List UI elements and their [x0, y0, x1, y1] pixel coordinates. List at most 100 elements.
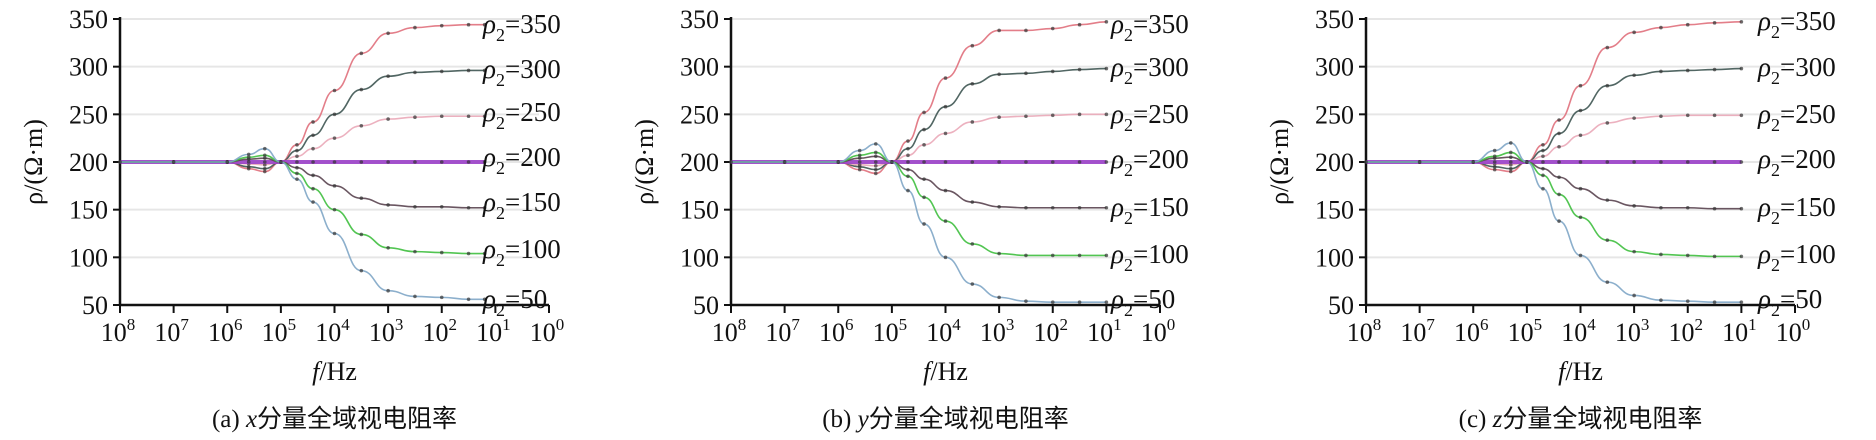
data-point: [1605, 280, 1610, 284]
data-point: [1659, 114, 1663, 119]
x-tick-label: 103: [980, 315, 1015, 347]
caption-prefix: (a): [212, 406, 246, 433]
data-point: [1024, 253, 1028, 258]
data-point: [1104, 205, 1109, 210]
data-point: [1557, 219, 1561, 223]
data-point: [1659, 298, 1663, 303]
data-point: [1578, 83, 1583, 88]
data-point: [482, 114, 487, 119]
series-label-value: =200: [1133, 144, 1189, 174]
x-tick-exponent: 3: [395, 315, 404, 334]
x-tick-base: 10: [980, 318, 1006, 347]
series-line-6: [731, 143, 1107, 303]
series-line-0: [731, 21, 1107, 175]
x-tick-base: 10: [315, 318, 341, 347]
x-axis-label-unit: /Hz: [1565, 357, 1603, 386]
data-point: [1605, 121, 1610, 125]
data-point: [997, 160, 1001, 164]
data-point: [1050, 205, 1055, 210]
y-tick-label: 100: [680, 243, 719, 272]
data-point: [943, 76, 948, 80]
data-point: [413, 205, 417, 209]
data-point: [970, 160, 975, 164]
y-axis-label: ρ/(Ω·m): [1265, 119, 1294, 205]
data-point: [1104, 20, 1109, 24]
data-point: [1739, 20, 1744, 24]
data-point: [943, 104, 948, 109]
data-point: [439, 250, 444, 255]
x-tick-label: 103: [369, 315, 404, 347]
x-tick-label: 102: [1034, 315, 1069, 347]
x-tick-label: 107: [765, 315, 800, 347]
x-tick-base: 10: [208, 318, 234, 347]
series-label-symbol: ρ: [1757, 52, 1771, 82]
x-tick-base: 10: [101, 318, 127, 347]
data-point: [386, 74, 390, 78]
data-point: [1508, 150, 1513, 155]
x-tick-label: 105: [1508, 315, 1543, 347]
x-tick-label: 105: [262, 315, 297, 347]
data-point: [857, 148, 862, 153]
x-tick-base: 10: [1347, 318, 1373, 347]
y-tick-label: 150: [680, 196, 719, 225]
data-point: [1508, 155, 1513, 160]
data-point: [1104, 112, 1109, 117]
data-point: [906, 139, 910, 143]
series-label-value: =100: [505, 234, 561, 264]
data-point: [439, 295, 444, 300]
series-label-symbol: ρ: [482, 234, 496, 264]
x-tick-label: 106: [819, 315, 854, 347]
x-tick-label: 107: [154, 315, 189, 347]
data-point: [311, 146, 315, 151]
data-point: [262, 166, 267, 171]
series-label: ρ2=200: [1110, 144, 1189, 180]
series-line-5: [1366, 151, 1742, 258]
series-label: ρ2=150: [1757, 192, 1836, 228]
y-axis-label: ρ/(Ω·m): [19, 119, 48, 205]
data-point: [1492, 164, 1497, 169]
x-tick-label: 104: [1561, 315, 1596, 347]
data-point: [906, 160, 910, 164]
series-label-symbol: ρ: [482, 284, 496, 314]
x-tick-exponent: 0: [1802, 315, 1811, 334]
data-point: [873, 160, 878, 164]
x-tick-label: 102: [1669, 315, 1704, 347]
x-tick-base: 10: [1400, 318, 1426, 347]
data-point: [1077, 253, 1082, 258]
x-tick-base: 10: [1669, 318, 1695, 347]
data-point: [1739, 113, 1744, 118]
series-label-subscript: 2: [496, 70, 505, 90]
series-line-6: [1366, 142, 1742, 303]
x-tick-base: 10: [1454, 318, 1480, 347]
x-tick-exponent: 0: [556, 315, 565, 334]
x-tick-base: 10: [154, 318, 180, 347]
data-point: [1557, 131, 1561, 136]
data-point: [1605, 45, 1610, 50]
data-point: [1050, 160, 1055, 164]
data-point: [873, 167, 878, 172]
data-point: [311, 133, 315, 138]
data-point: [997, 251, 1001, 256]
data-point: [1739, 160, 1744, 164]
data-point: [1050, 69, 1055, 74]
series-label-subscript: 2: [1124, 68, 1133, 88]
series-label-symbol: ρ: [1757, 6, 1771, 36]
data-point: [246, 164, 251, 169]
series-label: ρ2=200: [1757, 144, 1836, 180]
data-point: [359, 51, 364, 56]
series-label-symbol: ρ: [1757, 284, 1771, 314]
data-point: [1739, 300, 1744, 304]
data-point: [439, 114, 444, 119]
data-point: [439, 205, 444, 209]
data-point: [482, 251, 487, 256]
data-point: [311, 186, 315, 191]
x-axis-label-var: f: [923, 357, 934, 386]
data-point: [439, 23, 444, 28]
data-point: [295, 165, 299, 170]
x-tick-base: 10: [476, 318, 502, 347]
data-point: [466, 160, 471, 164]
data-point: [1712, 21, 1717, 25]
y-tick-label: 300: [69, 53, 108, 82]
x-tick-exponent: 4: [341, 315, 350, 334]
data-point: [1712, 113, 1717, 118]
